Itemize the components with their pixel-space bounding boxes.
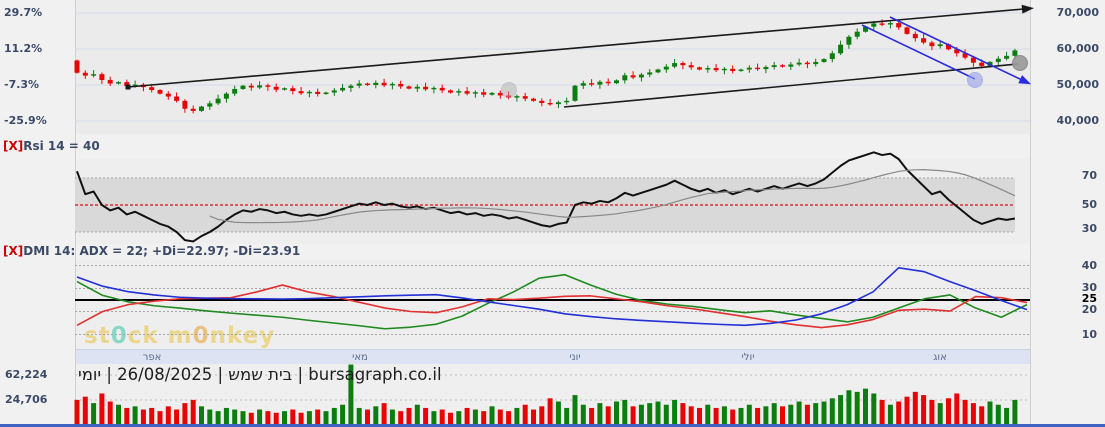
rsi-close-button[interactable]: [X] [3,139,24,153]
rsi-title: Rsi 14 = 40 [23,139,100,153]
dmi-close-button[interactable]: [X] [3,244,24,258]
drawing-handle-circle[interactable] [1012,55,1028,71]
dmi-scale-label: 25 [1081,292,1097,305]
price-percent-label: -25.9% [4,114,47,127]
price-value-label: 40,000 [1056,114,1099,127]
price-value-label: 70,000 [1056,6,1099,19]
month-axis-label: מאי [352,352,368,363]
bottom-border [0,424,1105,427]
price-percent-label: 11.2% [4,42,43,55]
trendline[interactable] [563,63,1019,108]
price-percent-label: -7.3% [4,78,40,91]
month-axis-label: אוג [933,352,947,363]
month-axis-label: יולי [741,352,755,363]
chart-info-line: bursagraph.co.il | בית שמש | 26/08/2025 … [78,365,442,384]
rsi-ma-line [209,169,1016,224]
volume-bars-layer [74,364,1018,424]
trendline[interactable] [861,24,976,80]
price-value-label: 50,000 [1056,78,1099,91]
month-axis-label: יוני [569,352,581,363]
rsi-indicator-header: [X]Rsi 14 = 40 [3,139,100,153]
rsi-scale-label: 70 [1081,169,1097,182]
right-axis-divider [1030,0,1031,425]
month-axis-label: אפר [142,352,162,363]
dmi-scale-label: 20 [1081,303,1097,316]
trendline[interactable] [889,16,1023,81]
rsi-scale-label: 30 [1081,222,1097,235]
dmi-scale-label: 10 [1081,328,1097,341]
drawing-handle-circle[interactable] [501,82,517,98]
dmi-line-plusDI [76,273,1028,330]
trendline[interactable] [127,8,1025,88]
volume-scale-label: 24,706 [5,393,48,406]
drawing-handle-circle[interactable] [967,72,983,88]
month-axis-strip [75,349,1030,364]
dmi-indicator-header: [X]DMI 14: ADX = 22; +Di=22.97; -Di=23.9… [3,244,300,258]
stock-monkey-watermark: st0ck m0nkey [84,323,276,349]
trendline-handle[interactable] [125,84,131,90]
rsi-line [76,151,1016,243]
price-percent-label: 29.7% [4,6,43,19]
dmi-line-ADX [76,266,1028,327]
dmi-scale-label: 30 [1081,281,1097,294]
candles-layer [74,19,1018,114]
dmi-line-minusDI [76,284,1028,329]
rsi-scale-label: 50 [1081,198,1097,211]
trendline-arrowhead [1021,4,1034,14]
price-value-label: 60,000 [1056,42,1099,55]
trendline-arrowhead [1018,75,1032,85]
volume-scale-label: 62,224 [5,368,48,381]
dmi-scale-label: 40 [1081,259,1097,272]
dmi-title: DMI 14: ADX = 22; +Di=22.97; -Di=23.91 [23,244,301,258]
